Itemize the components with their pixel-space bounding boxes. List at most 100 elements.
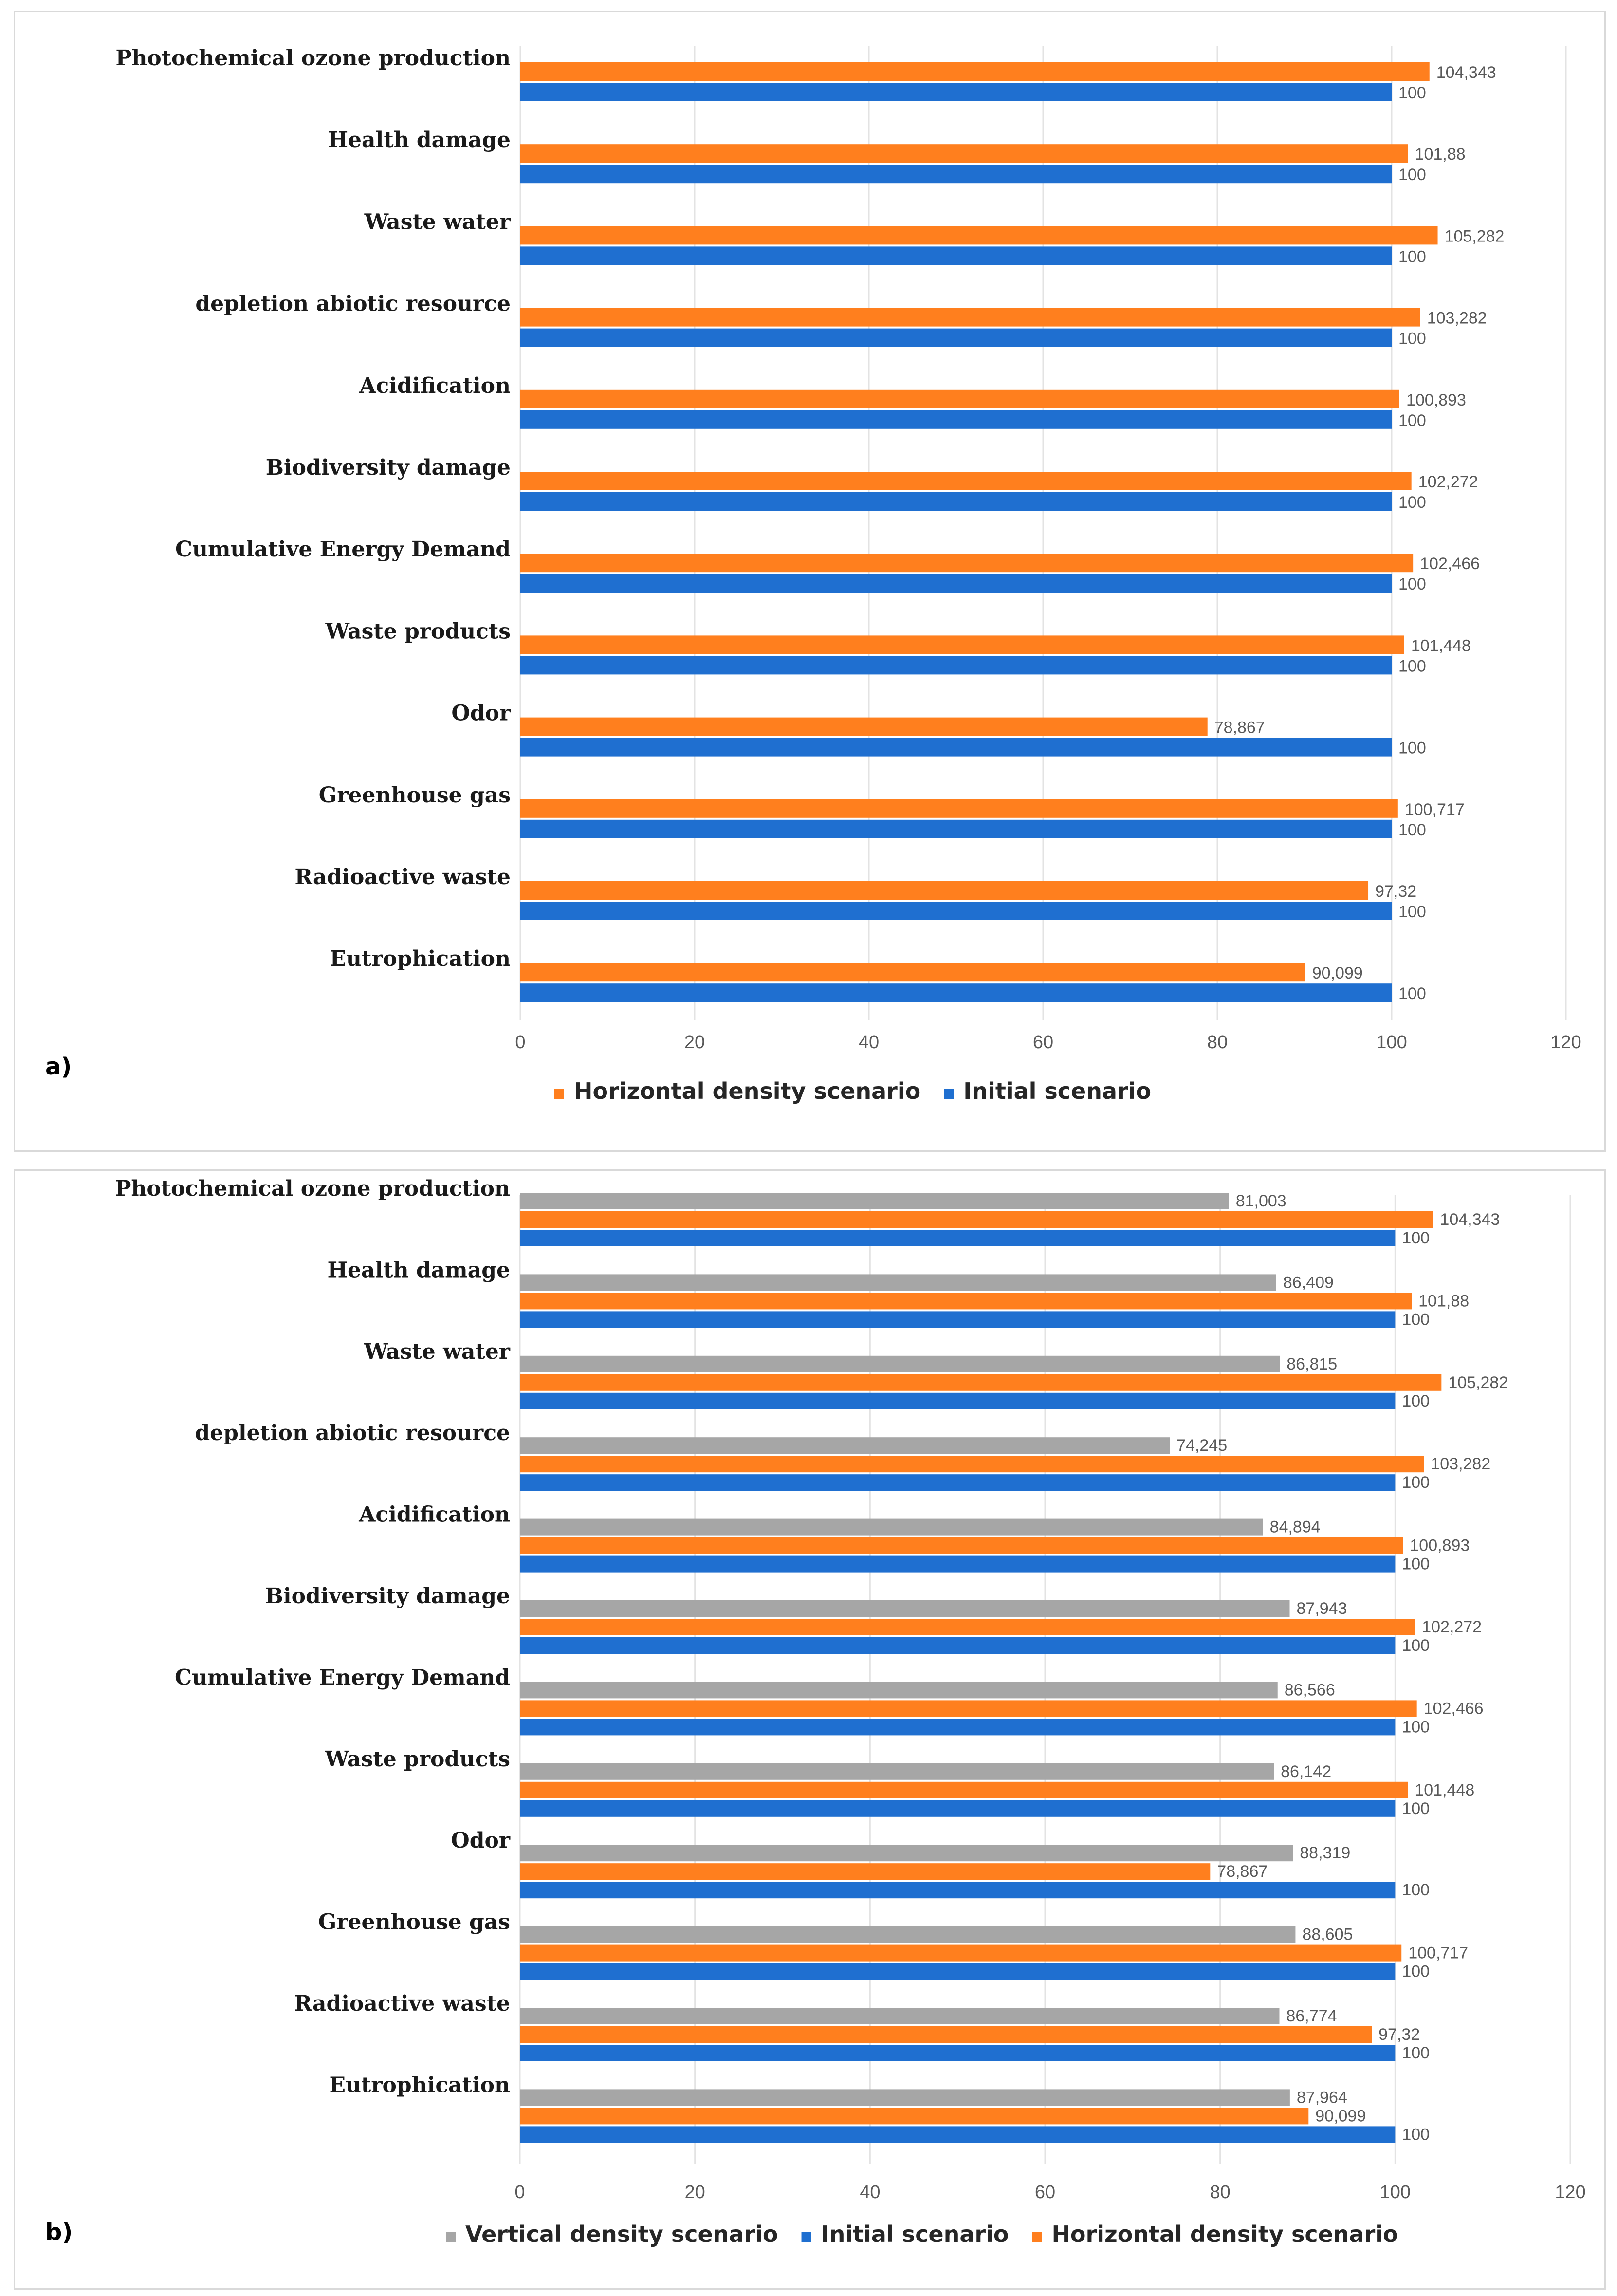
- data-label-initial-scenario: 100: [1398, 984, 1426, 1003]
- chart-panel-a: 0 20 40 60 80 100 120 Photochemical ozone produ…: [14, 11, 1606, 1152]
- data-label-vertical-density-scenario: 87,964: [1297, 2088, 1347, 2107]
- data-label-initial-scenario: 100: [1402, 1229, 1430, 1247]
- bar-initial-scenario-depletion-abiotic-resource: [520, 1474, 1396, 1491]
- data-label-initial-scenario: 100: [1398, 84, 1426, 102]
- bar-horizontal-density-scenario-waste-products: [520, 1781, 1408, 1798]
- data-label-initial-scenario: 100: [1398, 247, 1426, 266]
- data-label-initial-scenario: 100: [1402, 1636, 1430, 1655]
- data-label-initial-scenario: 100: [1402, 1881, 1430, 1899]
- bar-horizontal-density-scenario-photochemical-ozone-production: [520, 1211, 1433, 1228]
- category-label-waste-products: Waste products: [325, 619, 511, 644]
- category-label-greenhouse-gas: Greenhouse gas: [319, 783, 511, 808]
- x-tick-label: 100: [1380, 2182, 1411, 2203]
- data-label-vertical-density-scenario: 86,409: [1283, 1273, 1334, 1292]
- data-label-horizontal-density-scenario: 101,448: [1411, 636, 1471, 655]
- bar-vertical-density-scenario-greenhouse-gas: [520, 1926, 1296, 1943]
- bar-horizontal-density-scenario-radioactive-waste: [520, 881, 1369, 900]
- data-label-horizontal-density-scenario: 97,32: [1378, 2025, 1420, 2044]
- data-label-initial-scenario: 100: [1398, 411, 1426, 430]
- bar-vertical-density-scenario-photochemical-ozone-production: [520, 1193, 1229, 1209]
- category-label-depletion-abiotic-resource: depletion abiotic resource: [195, 1421, 510, 1445]
- bar-horizontal-density-scenario-health-damage: [520, 144, 1408, 163]
- data-label-horizontal-density-scenario: 102,272: [1422, 1618, 1482, 1636]
- data-label-horizontal-density-scenario: 102,466: [1420, 555, 1480, 573]
- bar-horizontal-density-scenario-cumulative-energy-demand: [520, 554, 1414, 573]
- category-label-photochemical-ozone-production: Photochemical ozone production: [115, 1176, 510, 1201]
- bar-initial-scenario-photochemical-ozone-production: [520, 1230, 1396, 1246]
- legend-label-initial-scenario: Initial scenario: [821, 2221, 1009, 2247]
- bar-horizontal-density-scenario-biodiversity-damage: [520, 472, 1412, 490]
- bar-initial-scenario-biodiversity-damage: [520, 1637, 1396, 1654]
- bar-initial-scenario-eutrophication: [520, 2126, 1396, 2143]
- legend-label-horizontal-density-scenario: Horizontal density scenario: [1051, 2221, 1398, 2247]
- data-label-initial-scenario: 100: [1402, 1799, 1430, 1818]
- x-tick-label: 80: [1207, 1032, 1228, 1053]
- bar-initial-scenario-radioactive-waste: [520, 902, 1392, 920]
- bar-vertical-density-scenario-health-damage: [520, 1274, 1276, 1291]
- data-label-horizontal-density-scenario: 105,282: [1445, 227, 1505, 245]
- data-label-initial-scenario: 100: [1402, 1310, 1430, 1329]
- bar-horizontal-density-scenario-biodiversity-damage: [520, 1619, 1415, 1635]
- bar-horizontal-density-scenario-acidification: [520, 389, 1399, 408]
- bar-initial-scenario-depletion-abiotic-resource: [520, 328, 1392, 347]
- data-label-initial-scenario: 100: [1402, 2044, 1430, 2062]
- legend-swatch-initial-scenario: [944, 1089, 954, 1099]
- data-label-horizontal-density-scenario: 78,867: [1214, 719, 1265, 737]
- data-label-vertical-density-scenario: 84,894: [1270, 1518, 1321, 1537]
- chart-b-svg: 0 20 40 60 80 100 120 Photochemical ozone produ…: [45, 1176, 1586, 2247]
- data-label-initial-scenario: 100: [1398, 575, 1426, 593]
- chart-panel-b: 0 20 40 60 80 100 120 Photochemical ozone produ…: [14, 1169, 1606, 2290]
- data-label-horizontal-density-scenario: 104,343: [1436, 63, 1496, 82]
- bar-initial-scenario-greenhouse-gas: [520, 1963, 1396, 1980]
- x-tick-label: 20: [684, 1032, 705, 1053]
- data-label-horizontal-density-scenario: 103,282: [1427, 309, 1487, 328]
- data-label-vertical-density-scenario: 87,943: [1297, 1599, 1347, 1618]
- bar-vertical-density-scenario-odor: [520, 1845, 1293, 1862]
- bar-horizontal-density-scenario-waste-products: [520, 635, 1404, 654]
- data-label-initial-scenario: 100: [1402, 2125, 1430, 2144]
- bar-horizontal-density-scenario-waste-water: [520, 226, 1438, 245]
- bar-initial-scenario-waste-products: [520, 1800, 1396, 1817]
- bar-vertical-density-scenario-eutrophication: [520, 2089, 1290, 2106]
- data-label-initial-scenario: 100: [1402, 1473, 1430, 1492]
- category-label-odor: Odor: [451, 701, 511, 726]
- data-label-initial-scenario: 100: [1402, 1718, 1430, 1736]
- data-label-horizontal-density-scenario: 90,099: [1312, 964, 1363, 982]
- category-label-waste-products: Waste products: [325, 1747, 510, 1772]
- data-label-horizontal-density-scenario: 100,717: [1405, 800, 1465, 819]
- data-label-horizontal-density-scenario: 101,448: [1415, 1781, 1474, 1799]
- x-tick-label: 80: [1210, 2182, 1231, 2203]
- bar-vertical-density-scenario-acidification: [520, 1518, 1263, 1536]
- bar-initial-scenario-acidification: [520, 410, 1392, 429]
- legend-label-vertical-density-scenario: Vertical density scenario: [465, 2221, 778, 2247]
- category-label-health-damage: Health damage: [328, 128, 511, 152]
- bar-horizontal-density-scenario-greenhouse-gas: [520, 1944, 1402, 1962]
- bar-initial-scenario-biodiversity-damage: [520, 492, 1392, 511]
- bar-initial-scenario-waste-products: [520, 656, 1392, 675]
- data-label-vertical-density-scenario: 88,319: [1300, 1844, 1350, 1862]
- bar-horizontal-density-scenario-depletion-abiotic-resource: [520, 308, 1420, 327]
- bar-initial-scenario-waste-water: [520, 1392, 1396, 1409]
- data-label-horizontal-density-scenario: 102,272: [1418, 473, 1478, 491]
- chart-a-svg: 0 20 40 60 80 100 120 Photochemical ozone produ…: [45, 46, 1581, 1104]
- category-label-cumulative-energy-demand: Cumulative Energy Demand: [175, 537, 511, 562]
- legend-label-horizontal-density-scenario: Horizontal density scenario: [574, 1078, 920, 1104]
- bar-initial-scenario-health-damage: [520, 1311, 1396, 1328]
- bar-horizontal-density-scenario-radioactive-waste: [520, 2026, 1372, 2043]
- category-label-biodiversity-damage: Biodiversity damage: [265, 1584, 510, 1609]
- panel-label: b): [45, 2219, 73, 2246]
- data-label-initial-scenario: 100: [1398, 166, 1426, 184]
- data-label-vertical-density-scenario: 81,003: [1236, 1192, 1286, 1210]
- x-tick-label: 40: [860, 2182, 880, 2203]
- category-label-eutrophication: Eutrophication: [330, 946, 511, 971]
- x-tick-label: 0: [514, 2182, 525, 2203]
- bar-horizontal-density-scenario-odor: [520, 1863, 1211, 1880]
- data-label-vertical-density-scenario: 86,774: [1286, 2007, 1337, 2025]
- bar-initial-scenario-health-damage: [520, 165, 1392, 184]
- bar-horizontal-density-scenario-greenhouse-gas: [520, 799, 1398, 818]
- data-label-horizontal-density-scenario: 100,893: [1410, 1537, 1470, 1555]
- x-tick-label: 120: [1550, 1032, 1581, 1053]
- data-label-vertical-density-scenario: 74,245: [1176, 1436, 1227, 1455]
- legend-swatch-initial-scenario: [801, 2232, 811, 2242]
- data-label-initial-scenario: 100: [1398, 493, 1426, 512]
